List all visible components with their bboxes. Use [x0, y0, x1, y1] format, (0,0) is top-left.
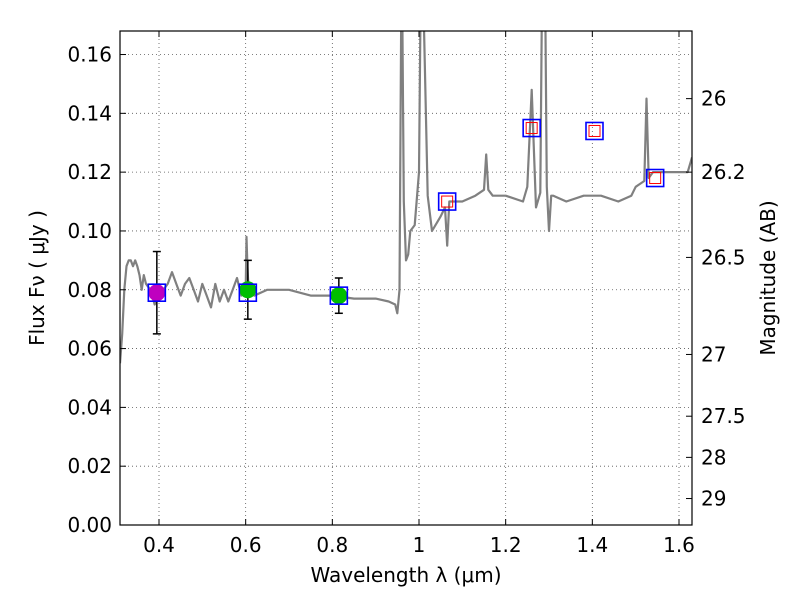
y-tick-label: 0.08	[67, 278, 112, 302]
spectrum-line	[120, 31, 692, 364]
x-tick-label: 1.2	[490, 533, 522, 557]
photometry-point	[239, 281, 257, 299]
model-box	[585, 121, 604, 141]
right-tick-label: 26	[701, 87, 726, 111]
y-tick-label: 0.04	[67, 395, 112, 419]
y-tick-label: 0.10	[67, 219, 112, 243]
x-tick-label: 1.6	[663, 533, 695, 557]
right-tick-label: 26.5	[701, 245, 746, 269]
y-tick-label: 0.14	[67, 101, 112, 125]
x-tick-label: 1.4	[576, 533, 608, 557]
y-axis-label: Flux Fν ( μJy )	[25, 210, 49, 346]
x-axis-label: Wavelength λ (μm)	[310, 563, 501, 587]
right-axis-label: Magnitude (AB)	[756, 200, 780, 355]
model-box	[645, 168, 665, 188]
x-tick-label: 0.8	[316, 533, 348, 557]
y-tick-label: 0.02	[67, 454, 112, 478]
y-tick-label: 0.12	[67, 160, 112, 184]
spectrum-layer	[120, 31, 692, 364]
x-axis-ticks: 0.4 0.6 0.8 1 1.2 1.4 1.6	[143, 31, 695, 557]
x-tick-label: 1	[413, 533, 426, 557]
model-box	[238, 283, 258, 303]
red-box	[649, 172, 662, 185]
right-tick-label: 29	[701, 487, 726, 511]
model-box	[522, 118, 541, 138]
right-tick-label: 26.2	[701, 160, 746, 184]
x-tick-label: 0.6	[230, 533, 262, 557]
y-tick-label: 0.16	[67, 43, 112, 67]
right-tick-label: 28	[701, 445, 726, 469]
right-axis-ticks: 26 26.2 26.5 27 27.5 28 29	[686, 87, 746, 511]
photometry-point	[330, 287, 348, 305]
y-axis-ticks: 0.00 0.02 0.04 0.06 0.08 0.10 0.12 0.14 0.16	[67, 43, 126, 537]
model-box	[329, 286, 349, 305]
grid-lines	[120, 31, 692, 526]
plot-frame	[119, 30, 693, 526]
model-box	[147, 283, 167, 303]
red-box	[588, 124, 601, 137]
marker-layer	[147, 118, 665, 335]
right-tick-label: 27	[701, 342, 726, 366]
red-box	[441, 195, 454, 208]
model-box	[437, 192, 457, 211]
right-tick-label: 27.5	[701, 404, 746, 428]
photometry-point	[148, 284, 166, 302]
y-tick-label: 0.00	[67, 513, 112, 537]
x-tick-label: 0.4	[143, 533, 175, 557]
red-box	[525, 122, 538, 135]
y-tick-label: 0.06	[67, 337, 112, 361]
